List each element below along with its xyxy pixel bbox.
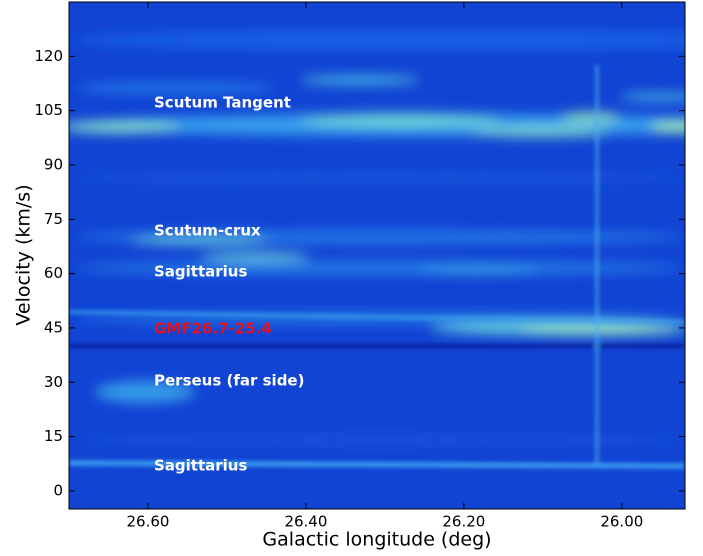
y-tick-label: 75: [44, 210, 63, 228]
emission-blob: [300, 75, 420, 85]
x-tick-label: 26.40: [284, 513, 327, 531]
emission-blob: [620, 93, 685, 101]
emission-blob: [300, 113, 500, 127]
x-tick-label: 26.00: [600, 513, 643, 531]
emission-blob: [75, 30, 685, 50]
y-tick-label: 105: [34, 101, 63, 119]
emission-blob: [560, 112, 620, 122]
emission-blob: [470, 127, 610, 137]
y-tick-label: 90: [44, 155, 63, 173]
emission-blob: [75, 173, 685, 183]
y-tick-label: 0: [53, 481, 63, 499]
emission-blob: [75, 82, 275, 94]
annotation: Scutum-crux: [154, 222, 261, 240]
emission-blob: [69, 121, 180, 133]
plot-frame: [68, 1, 686, 510]
emission: [69, 30, 685, 445]
annotation: Sagittarius: [154, 263, 247, 281]
annotation: GMF26.7-25.4: [154, 320, 272, 338]
x-tick-label: 26.60: [126, 513, 169, 531]
emission-blob: [75, 435, 685, 445]
image: [69, 2, 685, 509]
y-tick-label: 60: [44, 264, 63, 282]
x-axis-label: Galactic longitude (deg): [262, 529, 491, 551]
emission-line: [69, 460, 685, 469]
y-tick-label: 120: [34, 47, 63, 65]
y-tick-label: 30: [44, 373, 63, 391]
y-axis-label: Velocity (km/s): [13, 184, 35, 325]
emission-lines: [69, 65, 685, 469]
annotation: Perseus (far side): [154, 372, 304, 390]
emission-blob: [200, 252, 310, 262]
y-tick-label: 15: [44, 427, 63, 445]
emission-line: [69, 310, 685, 324]
x-tick-label: 26.20: [442, 513, 485, 531]
emission-blob: [130, 235, 270, 245]
emission-blob: [520, 325, 680, 335]
y-tick-label: 45: [44, 318, 63, 336]
emission-blob: [650, 121, 685, 133]
annotation: Sagittarius: [154, 457, 247, 475]
emission-blob: [95, 381, 195, 403]
emission-blob: [420, 266, 540, 274]
annotation: Scutum Tangent: [154, 94, 291, 112]
